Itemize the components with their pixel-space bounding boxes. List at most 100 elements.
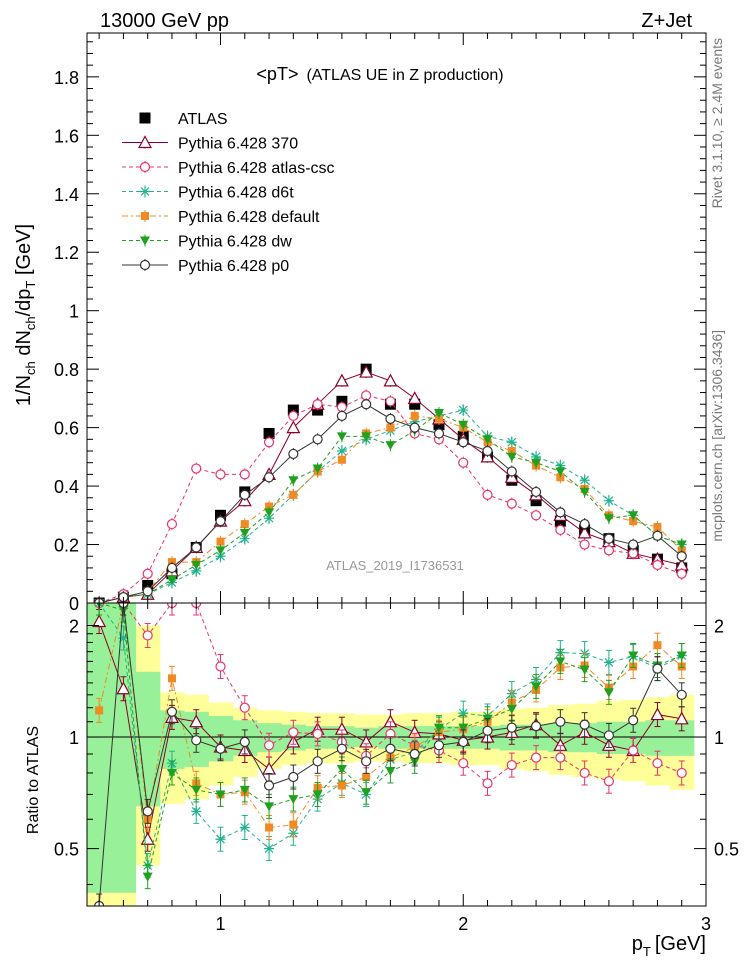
point-p0 <box>336 410 347 422</box>
point-p0 <box>166 562 178 574</box>
point-p0 <box>652 530 663 541</box>
ratio-point-default <box>265 823 274 832</box>
point-p0 <box>142 586 153 597</box>
point-dw <box>336 432 347 442</box>
legend-label-p370: Pythia 6.428 370 <box>178 136 298 153</box>
y-tick-label: 1.8 <box>54 68 79 88</box>
ratio-point-dw <box>288 795 299 805</box>
point-p370 <box>334 373 349 387</box>
legend-entry-atlas: ATLAS <box>139 111 228 128</box>
point-atlascsc <box>555 524 566 536</box>
ratio-point-p0 <box>603 730 615 741</box>
main-ylabel: 1/Nch dNch/dpT [GeV] <box>13 224 38 406</box>
ratio-point-d6t <box>458 708 469 719</box>
point-dw <box>215 546 226 556</box>
point-p0 <box>263 472 275 483</box>
ratio-point-atlascsc <box>555 752 566 763</box>
point-dw <box>361 432 372 442</box>
series-line-d6t <box>98 409 682 603</box>
ratio-point-dw <box>264 802 275 812</box>
ratio-point-dw <box>191 785 202 795</box>
ratio-point-p0 <box>628 715 639 726</box>
ratio-point-default <box>653 641 662 650</box>
ratio-point-dw <box>555 657 566 667</box>
ratio-ylabel: Ratio to ATLAS <box>25 726 42 834</box>
y-tick-label: 0 <box>69 594 79 614</box>
point-d6t <box>336 446 347 456</box>
point-dw <box>288 476 299 486</box>
point-p0 <box>506 466 517 477</box>
point-dw <box>264 508 275 518</box>
ratio-point-atlascsc <box>603 776 615 787</box>
series-p0 <box>94 398 687 603</box>
ratio-point-p0 <box>385 743 396 754</box>
ratio-point-p370 <box>92 614 107 628</box>
y-tick-label: 1 <box>69 302 79 322</box>
point-default <box>386 423 395 432</box>
ratio-point-dw <box>458 723 469 733</box>
ratio-point-atlascsc <box>312 728 323 739</box>
legend-entry-dw: Pythia 6.428 dw <box>122 234 292 251</box>
ratio-point-atlascsc <box>652 758 663 769</box>
ratio-point-p0 <box>555 716 566 727</box>
legend-marker-dw <box>140 236 150 246</box>
ratio-point-p0 <box>361 756 372 767</box>
y-tick-label: 0.4 <box>54 477 79 497</box>
ratio-point-p0 <box>263 780 275 791</box>
legend-entry-default: Pythia 6.428 default <box>122 209 320 226</box>
ratio-point-p0 <box>166 706 178 717</box>
ratio-point-dw <box>215 790 226 800</box>
ratio-point-default <box>362 773 371 782</box>
point-atlascsc <box>676 568 687 579</box>
ratio-point-dw <box>336 764 347 774</box>
point-p0 <box>458 437 469 448</box>
ratio-point-dw <box>628 651 639 661</box>
y-tick-label: 0.2 <box>54 536 79 556</box>
ratio-point-dw <box>361 788 372 798</box>
ratio-point-dw <box>531 682 542 692</box>
point-atlas <box>263 427 275 439</box>
point-default <box>289 490 298 499</box>
point-default <box>653 523 662 531</box>
point-atlascsc <box>506 498 517 509</box>
ratio-point-d6t <box>603 657 614 668</box>
y-tick-label: 1.6 <box>54 126 79 146</box>
point-atlascsc <box>458 457 469 468</box>
mcplots-label: mcplots.cern.ch [arXiv:1306.3436] <box>709 330 725 542</box>
ratio-point-atlascsc <box>215 661 226 672</box>
y-tick-label: 1.4 <box>54 185 79 205</box>
ratio-point-dw <box>676 651 687 661</box>
uncertainty-band-inner <box>111 603 137 893</box>
point-atlascsc <box>263 437 275 448</box>
point-dw <box>676 540 687 550</box>
ratio-y-tick-label-right: 2 <box>714 616 724 636</box>
ratio-point-default <box>337 781 346 790</box>
point-dw <box>458 420 469 430</box>
ratio-point-p0 <box>506 722 517 733</box>
point-p370 <box>577 525 592 539</box>
ratio-point-atlascsc <box>676 767 687 779</box>
point-atlascsc <box>579 539 590 550</box>
ratio-y-tick-label: 0.5 <box>54 840 79 860</box>
ratio-point-p0 <box>191 735 202 746</box>
ratio-y-tick-label: 1 <box>69 728 79 748</box>
point-p0 <box>603 533 615 544</box>
legend-marker-atlas <box>139 112 151 124</box>
main-title: <pT> (ATLAS UE in Z production) <box>256 64 503 84</box>
point-d6t <box>458 405 469 416</box>
ratio-point-p0 <box>142 806 153 817</box>
legend-marker-p0 <box>139 259 151 271</box>
y-tick-label: 1.2 <box>54 243 79 263</box>
legend-label-default: Pythia 6.428 default <box>178 209 320 226</box>
ratio-point-atlascsc <box>288 727 299 738</box>
header-left: 13000 GeV pp <box>100 10 229 32</box>
point-p370 <box>359 364 374 378</box>
header-right: Z+Jet <box>641 10 692 32</box>
ratio-point-atlascsc <box>263 740 275 751</box>
point-atlascsc <box>191 463 202 474</box>
ratio-point-p0 <box>336 743 347 754</box>
x-axis-label: pT [GeV] <box>632 933 706 959</box>
ratio-point-p370 <box>116 681 131 695</box>
legend-label-d6t: Pythia 6.428 d6t <box>178 185 294 202</box>
